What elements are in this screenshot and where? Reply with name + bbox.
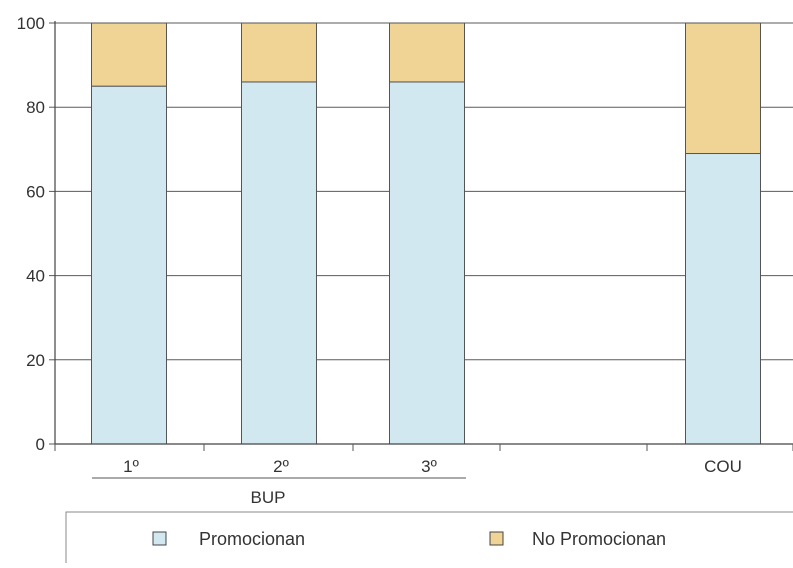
legend-label-no-promocionan: No Promocionan	[532, 529, 666, 549]
bars	[91, 22, 761, 445]
bar-promocionan-1	[91, 85, 167, 445]
axes	[49, 21, 793, 451]
legend-swatch-no-promocionan	[489, 531, 504, 546]
legend-frame	[65, 511, 793, 568]
bar-promocionan-3	[389, 81, 465, 445]
group-label: BUP	[251, 488, 286, 507]
bar-no-promocionan-2	[241, 22, 317, 83]
y-tick-label-40: 40	[26, 267, 45, 286]
y-tick-label-60: 60	[26, 182, 45, 201]
legend-label-promocionan: Promocionan	[199, 529, 305, 549]
y-tick-label-100: 100	[17, 14, 45, 33]
y-tick-label-20: 20	[26, 351, 45, 370]
y-tick-label-0: 0	[36, 435, 45, 454]
group-bracket: BUP	[92, 477, 466, 507]
x-tick-label-3: 3º	[421, 457, 437, 476]
bar-no-promocionan-3	[389, 22, 465, 83]
x-tick-label-1: 1º	[123, 457, 139, 476]
bar-promocionan-4	[685, 153, 761, 445]
y-tick-labels: 0 20 40 60 80 100	[17, 14, 45, 454]
x-tick-labels: 1º 2º 3º COU	[123, 457, 742, 476]
x-tick-label-4: COU	[704, 457, 742, 476]
bar-no-promocionan-1	[91, 22, 167, 87]
x-tick-label-2: 2º	[273, 457, 289, 476]
legend-swatch-promocionan	[152, 531, 167, 546]
y-tick-label-80: 80	[26, 98, 45, 117]
bar-no-promocionan-4	[685, 22, 761, 155]
legend: Promocionan No Promocionan	[65, 511, 793, 568]
bar-promocionan-2	[241, 81, 317, 445]
